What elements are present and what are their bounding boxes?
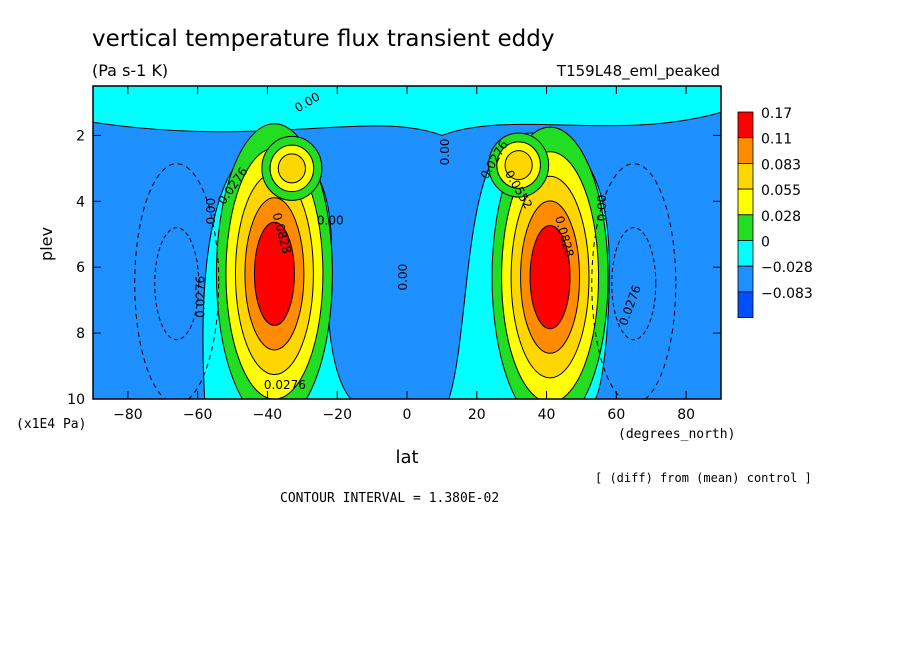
contour-label: 0.00 [204,198,218,225]
y-axis: 2 4 6 8 10 [67,128,721,408]
y-tick-label: 2 [76,128,85,144]
colorbar-swatch [737,162,754,190]
y-tick-label: 6 [76,260,85,276]
x-tick-label: −80 [113,407,143,423]
negative-core [154,227,200,341]
positive-region-top [93,86,721,136]
colorbar-label: 0.17 [761,106,792,122]
colorbar-swatch [737,137,754,164]
contour-core [529,224,571,330]
colorbar-swatch [737,188,754,216]
colorbar-label: −0.028 [761,260,813,276]
y-tick-label: 8 [76,326,85,342]
y-tick-label: 10 [67,392,85,408]
x-tick-label: 0 [403,407,412,423]
contour-label: 0.0276 [194,276,208,318]
contour-label: 0.00 [317,213,344,227]
colorbar-label: 0.028 [761,209,801,225]
x-axis: −80 −60 −40 −20 0 20 40 60 80 [113,86,695,423]
units-label: (Pa s-1 K) [92,61,168,80]
negative-core [611,227,657,341]
experiment-label: T159L48_eml_peaked [556,62,720,81]
colorbar-swatch [737,265,754,293]
colorbar-label: 0.11 [761,132,792,148]
contour-core [277,153,306,184]
contour-label: 0.00 [595,195,609,222]
colorbar-label: 0 [761,235,770,251]
x-tick-label: −20 [322,407,352,423]
x-axis-label: lat [395,447,418,468]
colorbar-swatch [737,291,754,318]
x-tick-label: 40 [538,407,556,423]
plot-background [93,86,721,399]
x-tick-label: 60 [607,407,625,423]
contour-label: 0.00 [438,139,452,166]
contour-core [253,221,295,326]
diff-note: [ (diff) from (mean) control ] [595,471,812,485]
colorbar-legend: 0.17 0.11 0.083 0.055 0.028 0 −0.028 −0.083 [737,106,813,318]
y-axis-label: plev [37,227,56,261]
colorbar-label: −0.083 [761,286,813,302]
x-tick-label: −60 [183,407,213,423]
x-tick-label: 80 [677,407,695,423]
negative-contour [591,163,677,399]
negative-contour [134,163,220,399]
chart-title: vertical temperature flux transient eddy [92,26,554,52]
x-axis-units: (degrees_north) [618,427,735,442]
colorbar-swatch [737,111,754,139]
contour-label: 0.00 [396,264,410,291]
colorbar-label: 0.055 [761,183,801,199]
contour-core [504,150,533,181]
y-axis-units: (x1E4 Pa) [16,417,86,432]
colorbar-swatch [737,214,754,241]
x-tick-label: 20 [468,407,486,423]
y-tick-label: 4 [76,194,85,210]
contour-fill-layer [93,86,721,399]
x-tick-label: −40 [253,407,283,423]
contour-label: 0.0276 [264,378,306,392]
contour-interval-label: CONTOUR INTERVAL = 1.380E-02 [280,491,499,506]
colorbar-label: 0.083 [761,157,801,173]
colorbar-swatch [737,240,754,267]
